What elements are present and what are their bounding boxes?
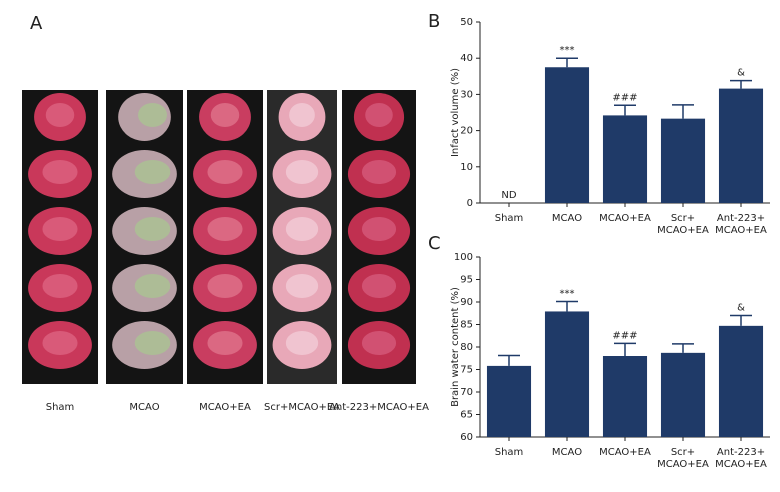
y-tick-label: 80 bbox=[460, 342, 473, 353]
brain-slice-region bbox=[285, 274, 319, 298]
y-tick-label: 95 bbox=[460, 275, 473, 286]
x-tick-label: Scr+ MCAO+EA bbox=[657, 213, 709, 236]
x-tick-label: MCAO+EA bbox=[599, 447, 651, 458]
y-tick-label: 60 bbox=[460, 432, 473, 443]
y-tick-label: 65 bbox=[460, 410, 473, 421]
y-tick-label: 0 bbox=[467, 198, 473, 209]
panel-label: C bbox=[428, 233, 441, 254]
y-tick-label: 20 bbox=[460, 126, 473, 137]
y-tick-label: 70 bbox=[460, 387, 473, 398]
panel-label: B bbox=[428, 11, 440, 32]
annotation: & bbox=[737, 68, 745, 79]
photo-label: Scr+MCAO+EA bbox=[264, 402, 340, 413]
brain-slice-region bbox=[42, 160, 78, 184]
annotation: ND bbox=[501, 190, 516, 201]
brain-slice-region bbox=[361, 331, 397, 355]
photo-label: MCAO bbox=[129, 402, 159, 413]
brain-slice-region bbox=[45, 103, 75, 127]
brain-slice-region bbox=[285, 160, 319, 184]
photo-label: Ant-223+MCAO+EA bbox=[329, 402, 429, 413]
bar bbox=[544, 67, 590, 203]
y-tick-label: 40 bbox=[460, 53, 473, 64]
brain-slice-region bbox=[285, 217, 319, 241]
x-tick-label: MCAO+EA bbox=[599, 213, 651, 224]
y-tick-label: 85 bbox=[460, 320, 473, 331]
brain-slice-region bbox=[134, 217, 171, 241]
brain-slice-region bbox=[42, 331, 78, 355]
x-tick-label: Sham bbox=[495, 447, 524, 458]
annotation: ### bbox=[612, 92, 637, 103]
brain-slice-region bbox=[289, 103, 315, 127]
brain-slice-region bbox=[207, 274, 243, 298]
bar bbox=[660, 118, 706, 203]
photo-label: MCAO+EA bbox=[199, 402, 251, 413]
y-tick-label: 50 bbox=[460, 17, 473, 28]
brain-slice-region bbox=[207, 331, 243, 355]
y-tick-label: 10 bbox=[460, 162, 473, 173]
x-tick-label: MCAO bbox=[552, 447, 582, 458]
x-tick-label: Scr+ MCAO+EA bbox=[657, 447, 709, 470]
bar bbox=[486, 365, 532, 437]
x-tick-label: Ant-223+ MCAO+EA bbox=[715, 213, 767, 236]
annotation: ### bbox=[612, 330, 637, 341]
brain-slice-region bbox=[361, 217, 397, 241]
y-tick-label: 100 bbox=[454, 252, 473, 263]
photo-label: Sham bbox=[46, 402, 75, 413]
brain-slice-region bbox=[42, 274, 78, 298]
bar bbox=[602, 356, 648, 437]
annotation: *** bbox=[560, 289, 575, 300]
x-tick-label: Ant-223+ MCAO+EA bbox=[715, 447, 767, 470]
brain-slice-region bbox=[210, 103, 240, 127]
panel-label: A bbox=[30, 13, 43, 34]
brain-slice-region bbox=[361, 160, 397, 184]
brain-slice-region bbox=[134, 274, 171, 298]
brain-slice-region bbox=[365, 103, 393, 127]
y-tick-label: 30 bbox=[460, 89, 473, 100]
photo-panel bbox=[22, 90, 416, 384]
brain-slice-region bbox=[134, 160, 171, 184]
y-axis-label: Brain water content (%) bbox=[450, 287, 461, 407]
bar bbox=[602, 115, 648, 203]
y-tick-label: 75 bbox=[460, 365, 473, 376]
x-tick-label: MCAO bbox=[552, 213, 582, 224]
brain-slice-region bbox=[285, 331, 319, 355]
brain-slice-region bbox=[207, 160, 243, 184]
annotation: *** bbox=[560, 45, 575, 56]
brain-slice-region bbox=[207, 217, 243, 241]
brain-slice-region bbox=[138, 103, 167, 127]
brain-slice-region bbox=[134, 331, 171, 355]
y-axis-label: Infact volume (%) bbox=[450, 68, 461, 157]
x-tick-label: Sham bbox=[495, 213, 524, 224]
bar bbox=[544, 311, 590, 437]
bar bbox=[718, 88, 764, 203]
bar bbox=[660, 352, 706, 437]
annotation: & bbox=[737, 303, 745, 314]
bar bbox=[718, 325, 764, 437]
brain-slice-region bbox=[42, 217, 78, 241]
brain-slice-region bbox=[361, 274, 397, 298]
y-tick-label: 90 bbox=[460, 297, 473, 308]
